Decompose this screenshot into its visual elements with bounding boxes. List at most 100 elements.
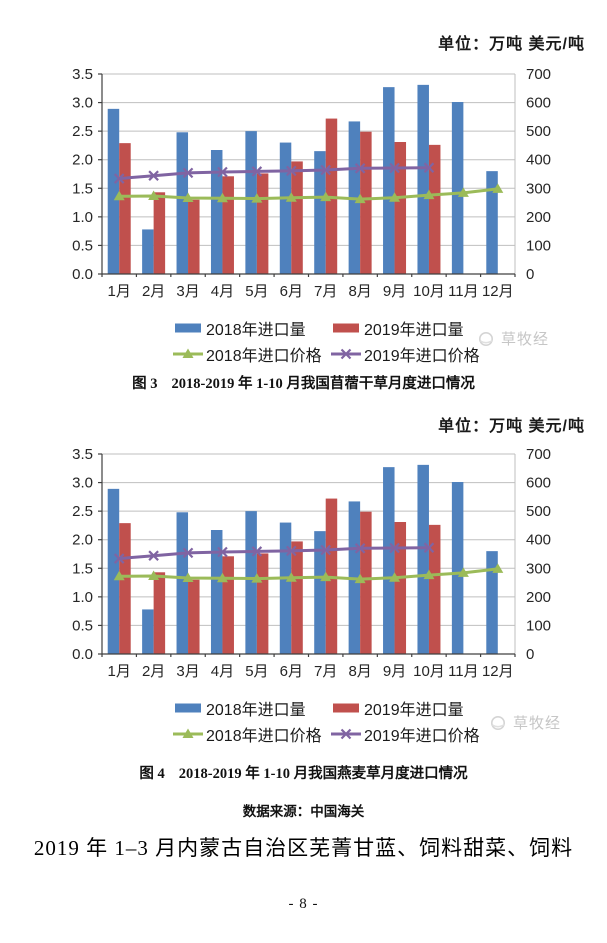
x-axis-tick: 1月 [108,663,131,680]
legend-label: 2018年进口价格 [206,347,322,365]
x-axis-tick: 4月 [211,663,234,680]
legend-item-0: 2018年进口量 [173,316,331,339]
right-axis-tick: 500 [526,123,551,140]
left-axis-tick: 3.0 [72,95,93,112]
bar [428,144,441,274]
x-marker [113,173,125,184]
x-marker [320,164,331,176]
right-axis-tick: 300 [526,180,551,197]
x-marker [217,546,228,558]
figure-title: 2018-2019 年 1-10 月我国燕麦草月度进口情况 [178,766,468,782]
left-axis-tick: 3.5 [72,66,93,83]
gridlines [102,453,516,654]
legend-item-0: 2018年进口量 [173,696,331,719]
unit-label: 单位：万吨 美元/吨 [438,36,585,53]
legend-label: 2019年进口量 [364,701,464,719]
x-marker [286,165,297,177]
bar [245,131,257,274]
bar [222,556,234,654]
bar-swatch-icon [175,703,201,712]
unit-label: 单位：万吨 美元/吨 [438,418,585,435]
x-axis-tick: 12月 [482,283,514,300]
x-axis-tick: 3月 [176,663,199,680]
left-axis-tick: 1.5 [72,560,93,577]
figure-4-legend: 2018年进口量 2019年进口量 2018年进口价格 2019年进口价格 [173,696,480,745]
bar [119,523,131,654]
right-axis-tick: 600 [526,475,551,492]
legend-item-3: 2019年进口价格 [331,722,480,745]
left-axis-tick: 1.0 [72,209,93,226]
triangle-marker [251,573,263,583]
left-axis-tick: 0.0 [72,266,93,283]
legend-item-1: 2019年进口量 [331,316,480,339]
axis-labels: 0.0 0.5 1.0 1.5 2.0 2.5 3.0 3.5 0 100 200 300 400 500… [72,446,551,680]
x-marker [320,544,331,556]
legend-item-2: 2018年进口价格 [173,722,331,745]
x-axis-tick: 8月 [348,283,371,300]
figure-3-legend: 2018年进口量 2019年进口量 2018年进口价格 2019年进口价格 [173,316,480,365]
legend-label: 2018年进口量 [206,321,306,339]
right-axis-tick: 0 [526,646,534,663]
x-axis-tick: 5月 [245,663,268,680]
watermark: 草牧经 [477,328,549,349]
bar [486,551,498,654]
x-axis-tick: 2月 [142,283,165,300]
left-axis-tick: 3.5 [72,446,93,463]
left-axis-tick: 2.0 [72,532,93,549]
x-axis-tick: 3月 [176,283,199,300]
bar [417,464,429,654]
x-axis-tick: 9月 [383,663,406,680]
x-marker [423,162,435,173]
triangle-marker [148,570,160,580]
bar [222,176,234,274]
x-marker [217,166,228,178]
x-axis-tick: 4月 [211,283,234,300]
x-marker [389,162,400,174]
triangle-marker [423,189,435,200]
triangle-marker [320,571,332,582]
line-series-1 [113,542,435,564]
watermark-logo-icon [491,715,505,730]
right-axis-tick: 600 [526,95,551,112]
x-axis-tick: 2月 [142,663,165,680]
right-axis-tick: 200 [526,209,551,226]
bar [279,522,292,654]
triangle-marker [320,191,332,202]
left-axis-tick: 1.0 [72,589,93,606]
watermark-text: 草牧经 [513,715,562,732]
x-axis-tick: 7月 [314,283,337,300]
figure-3-caption: 图 3 2018-2019 年 1-10 月我国苜蓿干草月度进口情况 [0,372,607,393]
line-swatch-icon [331,348,361,359]
x-marker [148,170,159,181]
line-series-1 [113,162,435,184]
bar-swatch-icon [333,703,359,712]
bar [153,572,166,654]
triangle-marker [457,567,469,577]
x-marker [148,550,159,561]
right-axis-tick: 500 [526,503,551,520]
bar [291,161,303,274]
axes [98,73,516,277]
x-marker [182,547,194,559]
legend-label: 2019年进口价格 [364,727,480,745]
x-axis-tick: 9月 [383,283,406,300]
bar [451,102,464,274]
bar [142,609,154,654]
legend-label: 2019年进口量 [364,321,464,339]
bar [360,131,372,274]
x-axis-tick: 11月 [448,663,479,680]
right-axis-tick: 700 [526,446,551,463]
bar [279,142,292,274]
line-swatch-icon [173,348,203,358]
triangle-marker [216,572,228,583]
figure-label: 图 3 [132,376,158,392]
bar [142,229,154,274]
right-axis-tick: 400 [526,532,551,549]
figure-4-chart: 0.0 0.5 1.0 1.5 2.0 2.5 3.0 3.5 0 100 200 300 400 500… [72,446,551,680]
right-axis-tick: 400 [526,152,551,169]
bar [176,512,189,654]
axis-labels: 0.0 0.5 1.0 1.5 2.0 2.5 3.0 3.5 0 100 200 300 400 500… [72,66,551,300]
x-axis-tick: 11月 [448,283,479,300]
x-axis-tick: 5月 [245,283,268,300]
bar [360,511,372,654]
